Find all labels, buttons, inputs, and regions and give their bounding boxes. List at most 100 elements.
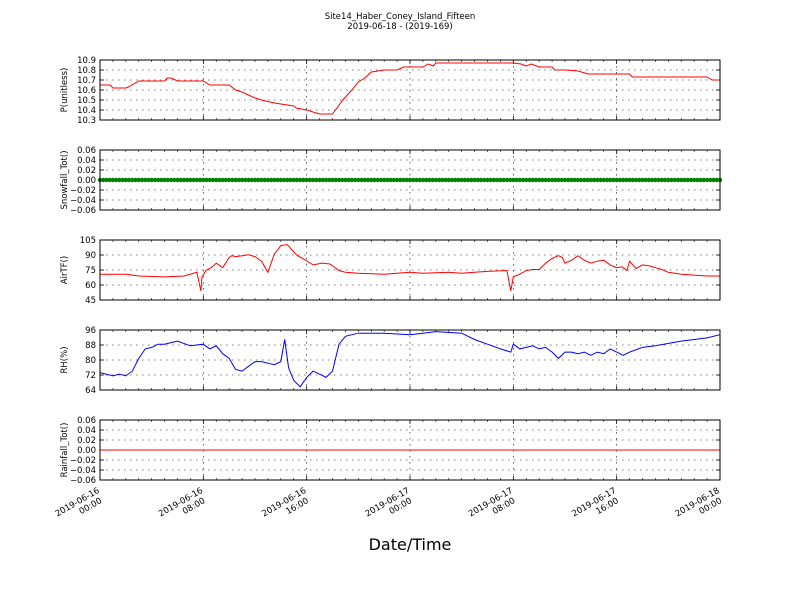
data-point (646, 177, 652, 183)
data-point (475, 177, 481, 183)
data-point (184, 177, 190, 183)
y-tick-label: 75 (85, 266, 96, 276)
data-point (553, 177, 558, 183)
data-point (310, 177, 316, 183)
figure-title: Site14_Haber_Coney_Island_Fifteen (325, 12, 476, 22)
data-point (472, 177, 477, 183)
data-point (407, 177, 413, 183)
data-point (491, 177, 497, 183)
data-point (566, 177, 571, 183)
data-point (540, 177, 545, 183)
data-point (301, 177, 306, 183)
data-point (320, 177, 326, 183)
data-point (136, 177, 141, 183)
data-point (446, 177, 451, 183)
y-tick-label: 105 (80, 236, 96, 246)
data-point (246, 177, 251, 183)
data-point (117, 177, 122, 183)
data-point (672, 177, 677, 183)
data-point (430, 177, 435, 183)
data-point (278, 177, 284, 183)
data-point (588, 177, 594, 183)
data-point (401, 177, 406, 183)
data-point (285, 177, 290, 183)
y-tick-label: 10.9 (77, 56, 96, 66)
data-point (433, 177, 439, 183)
data-point (666, 177, 671, 183)
series-line (100, 244, 720, 291)
data-point (624, 177, 629, 183)
data-point (675, 177, 681, 183)
data-point (536, 177, 542, 183)
data-point (146, 177, 151, 183)
data-point (688, 177, 694, 183)
data-point (643, 177, 648, 183)
y-tick-label: 45 (85, 296, 96, 306)
data-point (152, 177, 158, 183)
data-point (630, 177, 636, 183)
data-point (175, 177, 180, 183)
data-point (107, 177, 112, 183)
data-point (501, 177, 506, 183)
data-point (362, 177, 367, 183)
data-point (627, 177, 632, 183)
data-point (604, 177, 610, 183)
data-point (611, 177, 616, 183)
data-point (168, 177, 174, 183)
data-point (110, 177, 116, 183)
y-tick-label: −0.04 (70, 466, 96, 476)
data-point (582, 177, 587, 183)
data-point (427, 177, 432, 183)
data-point (333, 177, 338, 183)
data-point (265, 177, 271, 183)
data-point (126, 177, 132, 183)
y-tick-label: 64 (85, 386, 96, 396)
data-point (188, 177, 193, 183)
data-point (201, 177, 206, 183)
figure-subtitle: 2019-06-18 - (2019-169) (347, 22, 452, 32)
data-point (220, 177, 225, 183)
data-point (120, 177, 125, 183)
data-point (511, 177, 516, 183)
data-point (230, 177, 235, 183)
data-point (465, 177, 471, 183)
data-point (349, 177, 355, 183)
data-point (423, 177, 429, 183)
data-point (562, 177, 568, 183)
data-point (695, 177, 700, 183)
panel-3: 64 72 80 88 96 RH(%) (60, 326, 721, 396)
data-point (365, 177, 371, 183)
data-point (181, 177, 187, 183)
y-tick-label: 10.3 (77, 116, 96, 126)
data-point (691, 177, 697, 183)
data-point (294, 177, 300, 183)
data-point (346, 177, 351, 183)
panel-1: −0.06−0.04−0.020.000.020.040.06 Snowfall_… (60, 146, 723, 216)
data-point (252, 177, 258, 183)
data-point (462, 177, 468, 183)
data-point (559, 177, 564, 183)
data-point (514, 177, 519, 183)
y-tick-label: 0.04 (77, 156, 96, 166)
y-tick-label: −0.06 (70, 476, 96, 486)
data-point (637, 177, 642, 183)
series-line (99, 331, 721, 388)
data-point (595, 177, 600, 183)
data-point (704, 177, 710, 183)
data-point (275, 177, 280, 183)
data-point (411, 177, 416, 183)
y-tick-label: 96 (85, 326, 96, 336)
panel-2: 45 60 75 90 105 AirTF() (60, 236, 721, 306)
data-point (453, 177, 458, 183)
panel-frame (99, 329, 721, 391)
data-point (682, 177, 687, 183)
y-tick-label: 0.06 (77, 416, 96, 426)
y-tick-label: 0.02 (77, 436, 96, 446)
y-axis-label: AirTF() (60, 256, 70, 284)
data-point (659, 177, 665, 183)
y-tick-label: 0.04 (77, 426, 96, 436)
